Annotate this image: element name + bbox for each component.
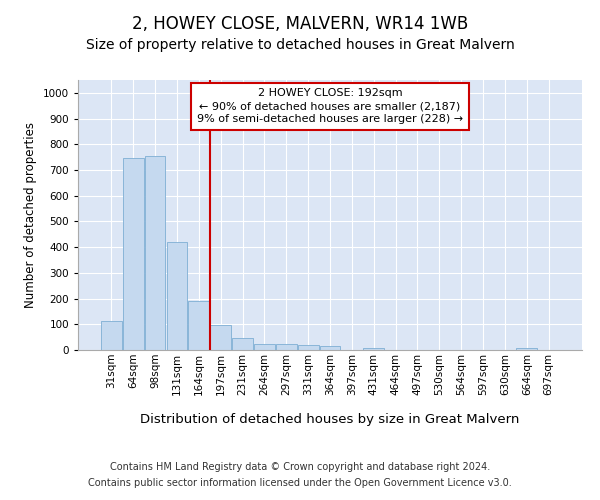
Text: Contains public sector information licensed under the Open Government Licence v3: Contains public sector information licen… bbox=[88, 478, 512, 488]
Bar bbox=[232, 338, 253, 350]
Text: Contains HM Land Registry data © Crown copyright and database right 2024.: Contains HM Land Registry data © Crown c… bbox=[110, 462, 490, 472]
Text: 2, HOWEY CLOSE, MALVERN, WR14 1WB: 2, HOWEY CLOSE, MALVERN, WR14 1WB bbox=[132, 15, 468, 33]
Bar bbox=[320, 346, 340, 350]
Bar bbox=[123, 158, 143, 350]
Bar bbox=[254, 344, 275, 350]
Bar bbox=[517, 348, 537, 350]
Text: Distribution of detached houses by size in Great Malvern: Distribution of detached houses by size … bbox=[140, 412, 520, 426]
Bar bbox=[145, 156, 166, 350]
Bar bbox=[364, 348, 384, 350]
Text: Size of property relative to detached houses in Great Malvern: Size of property relative to detached ho… bbox=[86, 38, 514, 52]
Y-axis label: Number of detached properties: Number of detached properties bbox=[24, 122, 37, 308]
Bar bbox=[167, 242, 187, 350]
Bar bbox=[188, 301, 209, 350]
Bar bbox=[210, 325, 231, 350]
Bar bbox=[298, 346, 319, 350]
Bar bbox=[276, 344, 296, 350]
Text: 2 HOWEY CLOSE: 192sqm
← 90% of detached houses are smaller (2,187)
9% of semi-de: 2 HOWEY CLOSE: 192sqm ← 90% of detached … bbox=[197, 88, 463, 124]
Bar bbox=[101, 321, 122, 350]
